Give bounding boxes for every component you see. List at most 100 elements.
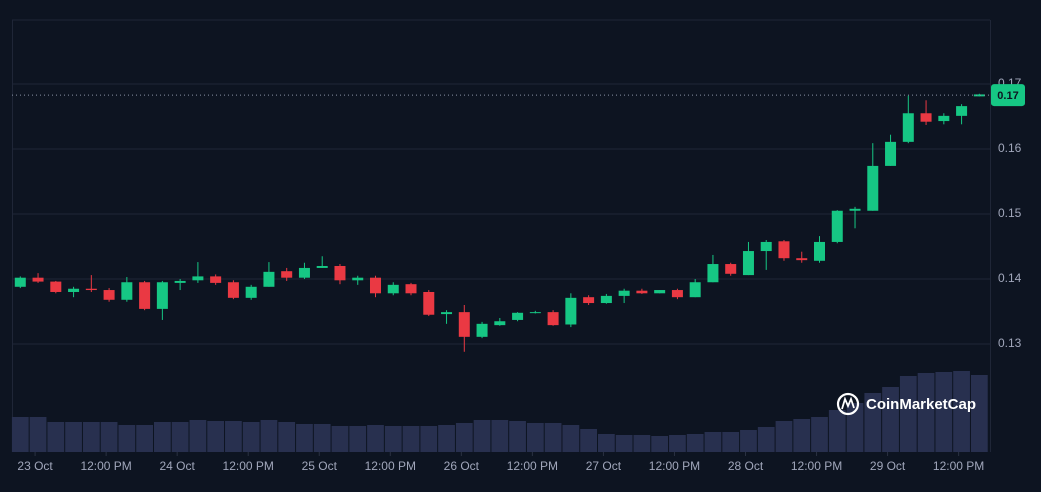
candle-body xyxy=(32,277,44,282)
volume-bar xyxy=(899,376,917,452)
candle-body xyxy=(600,295,612,304)
volume-bar xyxy=(757,427,775,452)
candle-body xyxy=(121,282,133,300)
volume-bar xyxy=(153,422,171,452)
candle-body xyxy=(334,265,346,281)
volume-bar xyxy=(597,434,615,452)
volume-bar xyxy=(882,387,899,452)
volume-bar xyxy=(953,371,970,452)
candle-body xyxy=(192,276,204,281)
volume-bar xyxy=(100,422,118,452)
volume-bar xyxy=(278,422,296,452)
volume-bar xyxy=(455,423,473,452)
volume-bar xyxy=(384,426,402,452)
candle-body xyxy=(938,115,950,122)
x-tick-label: 24 Oct xyxy=(159,459,195,473)
volume-bar xyxy=(260,420,278,452)
last-price-tag xyxy=(991,84,1025,107)
volume-bar xyxy=(189,420,207,452)
candle-body xyxy=(139,282,151,309)
volume-bar xyxy=(367,425,384,452)
volume-bar xyxy=(615,435,633,452)
x-tick-label: 12:00 PM xyxy=(365,459,416,473)
volume-bar xyxy=(633,435,651,452)
volume-bar xyxy=(47,422,65,452)
volume-bar xyxy=(438,425,455,452)
candle-body xyxy=(956,106,968,116)
volume-bar xyxy=(420,426,438,452)
candle-body xyxy=(316,265,328,268)
candle-body xyxy=(512,312,524,320)
x-tick-label: 12:00 PM xyxy=(791,459,842,473)
volume-bar xyxy=(136,425,153,452)
candle-body xyxy=(796,258,808,261)
candle-body xyxy=(742,251,754,276)
candle-body xyxy=(671,290,683,298)
volume-bar xyxy=(331,426,349,452)
candle-body xyxy=(902,113,914,142)
candle-body xyxy=(920,113,932,122)
candle-body xyxy=(50,281,62,292)
candle-body xyxy=(405,284,417,294)
x-tick-label: 28 Oct xyxy=(728,459,764,473)
candle-body xyxy=(156,282,168,309)
x-tick-label: 12:00 PM xyxy=(507,459,558,473)
volume-bar xyxy=(562,425,580,452)
candle-body xyxy=(654,290,666,294)
watermark: CoinMarketCap xyxy=(836,392,976,416)
candle-body xyxy=(423,291,435,315)
volume-bar xyxy=(935,372,953,452)
candle-body xyxy=(369,277,381,294)
volume-bar xyxy=(846,403,864,452)
volume-bar xyxy=(171,422,189,452)
candle-body xyxy=(831,210,843,242)
candle-body xyxy=(547,312,559,326)
x-tick-label: 29 Oct xyxy=(870,459,906,473)
candle-body xyxy=(707,264,719,283)
volume-bar xyxy=(118,425,136,452)
x-tick-label: 12:00 PM xyxy=(933,459,984,473)
candle-body xyxy=(103,290,115,300)
volume-bar xyxy=(11,417,29,452)
volume-bar xyxy=(296,424,313,452)
y-tick-label: 0.14 xyxy=(998,271,1022,285)
candle-body xyxy=(849,208,861,211)
candle-body xyxy=(85,288,97,291)
volume-bar xyxy=(349,426,367,452)
candle-body xyxy=(494,321,506,326)
volume-bar xyxy=(473,420,491,452)
candle-body xyxy=(476,323,488,337)
x-tick-label: 12:00 PM xyxy=(223,459,274,473)
volume-bar xyxy=(828,410,846,452)
volume-bar xyxy=(82,422,100,452)
candle-body xyxy=(387,284,399,294)
candle-body xyxy=(352,277,364,281)
volume-bar xyxy=(225,421,242,452)
candle-body xyxy=(618,290,630,296)
y-tick-label: 0.15 xyxy=(998,206,1022,220)
candle-body xyxy=(778,241,790,259)
volume-bar xyxy=(917,373,935,452)
candle-body xyxy=(867,165,879,211)
watermark-logo xyxy=(836,392,860,416)
candle-body xyxy=(263,271,275,287)
volume-bar xyxy=(793,419,811,452)
candle-body xyxy=(760,241,772,252)
x-tick-label: 26 Oct xyxy=(444,459,480,473)
volume-bar xyxy=(580,429,597,452)
candle-body xyxy=(458,312,470,337)
volume-bar xyxy=(29,417,47,452)
candle-body xyxy=(441,312,453,315)
candle-body xyxy=(583,297,595,304)
volume-bar xyxy=(509,421,526,452)
x-tick-label: 23 Oct xyxy=(17,459,53,473)
candle-body xyxy=(227,282,239,298)
volume-bar xyxy=(864,393,882,452)
candle-body xyxy=(636,290,648,294)
volume-bar xyxy=(722,432,740,452)
volume-bar xyxy=(970,375,988,452)
candle-body xyxy=(565,297,577,325)
x-tick-label: 27 Oct xyxy=(586,459,622,473)
volume-bar xyxy=(811,417,828,452)
